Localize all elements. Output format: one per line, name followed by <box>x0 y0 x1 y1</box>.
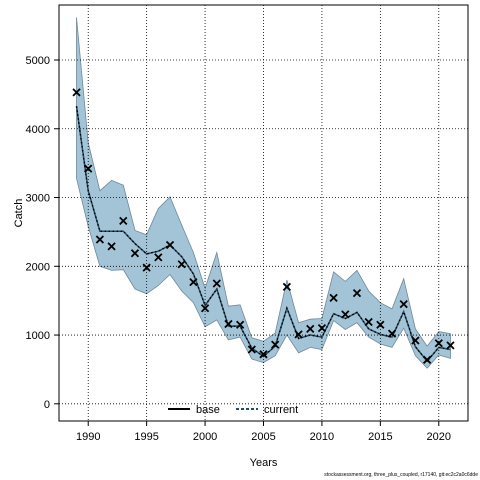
legend-label-current: current <box>264 404 298 416</box>
y-tick-label-1000: 1000 <box>26 330 50 342</box>
legend: base current <box>168 404 298 416</box>
y-axis: 0 1000 2000 3000 4000 5000 <box>26 55 59 411</box>
observed-point-1999 <box>189 277 198 287</box>
x-tick-label-2020: 2020 <box>427 431 451 443</box>
observed-point-2016 <box>387 329 397 338</box>
observed-point-1997 <box>165 240 175 250</box>
y-tick-label-5000: 5000 <box>26 55 50 67</box>
observed-point-2012 <box>341 310 350 319</box>
observed-point-2018 <box>411 336 420 345</box>
series-line-layer <box>75 105 451 363</box>
x-tick-label-2005: 2005 <box>251 431 275 443</box>
legend-label-base: base <box>196 404 220 416</box>
footnote: stockassessment.org, three_plus_coupled,… <box>324 472 478 478</box>
observed-point-2000 <box>200 304 210 313</box>
observed-point-2008 <box>294 330 303 339</box>
grid-layer <box>59 5 468 421</box>
observed-point-2006 <box>271 340 280 349</box>
observed-point-1993 <box>119 216 128 226</box>
observed-point-2019 <box>422 355 432 364</box>
observed-point-1998 <box>177 260 186 269</box>
observed-point-2002 <box>224 319 233 329</box>
observed-point-1994 <box>130 249 140 258</box>
series-line-current <box>75 105 451 363</box>
observed-point-2001 <box>212 279 221 288</box>
y-tick-label-0: 0 <box>44 399 50 411</box>
x-tick-label-2010: 2010 <box>310 431 334 443</box>
observed-point-1996 <box>154 253 163 262</box>
observed-point-2013 <box>352 288 362 298</box>
x-tick-label-2015: 2015 <box>368 431 392 443</box>
observed-point-2021 <box>446 341 455 350</box>
x-tick-label-1990: 1990 <box>76 431 100 443</box>
observed-point-2005 <box>259 350 268 359</box>
observed-points-layer <box>72 88 455 364</box>
observed-point-2015 <box>376 320 385 329</box>
x-tick-label-1995: 1995 <box>134 431 158 443</box>
confidence-band-layer <box>76 17 451 369</box>
x-axis-title: Years <box>250 457 278 469</box>
observed-point-2010 <box>317 324 327 333</box>
observed-point-1995 <box>142 263 151 272</box>
observed-point-2014 <box>364 317 373 327</box>
observed-point-1991 <box>95 235 105 244</box>
x-axis: 1990 1995 2000 2005 2010 2015 2020 <box>76 421 451 443</box>
series-line-base <box>75 105 451 363</box>
observed-point-1989 <box>72 88 81 97</box>
y-tick-label-3000: 3000 <box>26 193 50 205</box>
observed-point-1990 <box>84 164 93 173</box>
observed-point-2017 <box>399 299 408 309</box>
observed-point-2003 <box>235 320 245 329</box>
y-tick-label-4000: 4000 <box>26 124 50 136</box>
observed-point-1992 <box>107 242 116 251</box>
x-tick-label-2000: 2000 <box>193 431 217 443</box>
observed-point-2004 <box>247 345 256 354</box>
observed-point-2007 <box>282 282 292 292</box>
confidence-band <box>76 17 451 369</box>
observed-point-2011 <box>329 293 338 303</box>
observed-point-2020 <box>434 339 443 348</box>
y-tick-label-2000: 2000 <box>26 261 50 273</box>
observed-point-2009 <box>306 324 315 333</box>
y-axis-title: Catch <box>13 199 25 228</box>
